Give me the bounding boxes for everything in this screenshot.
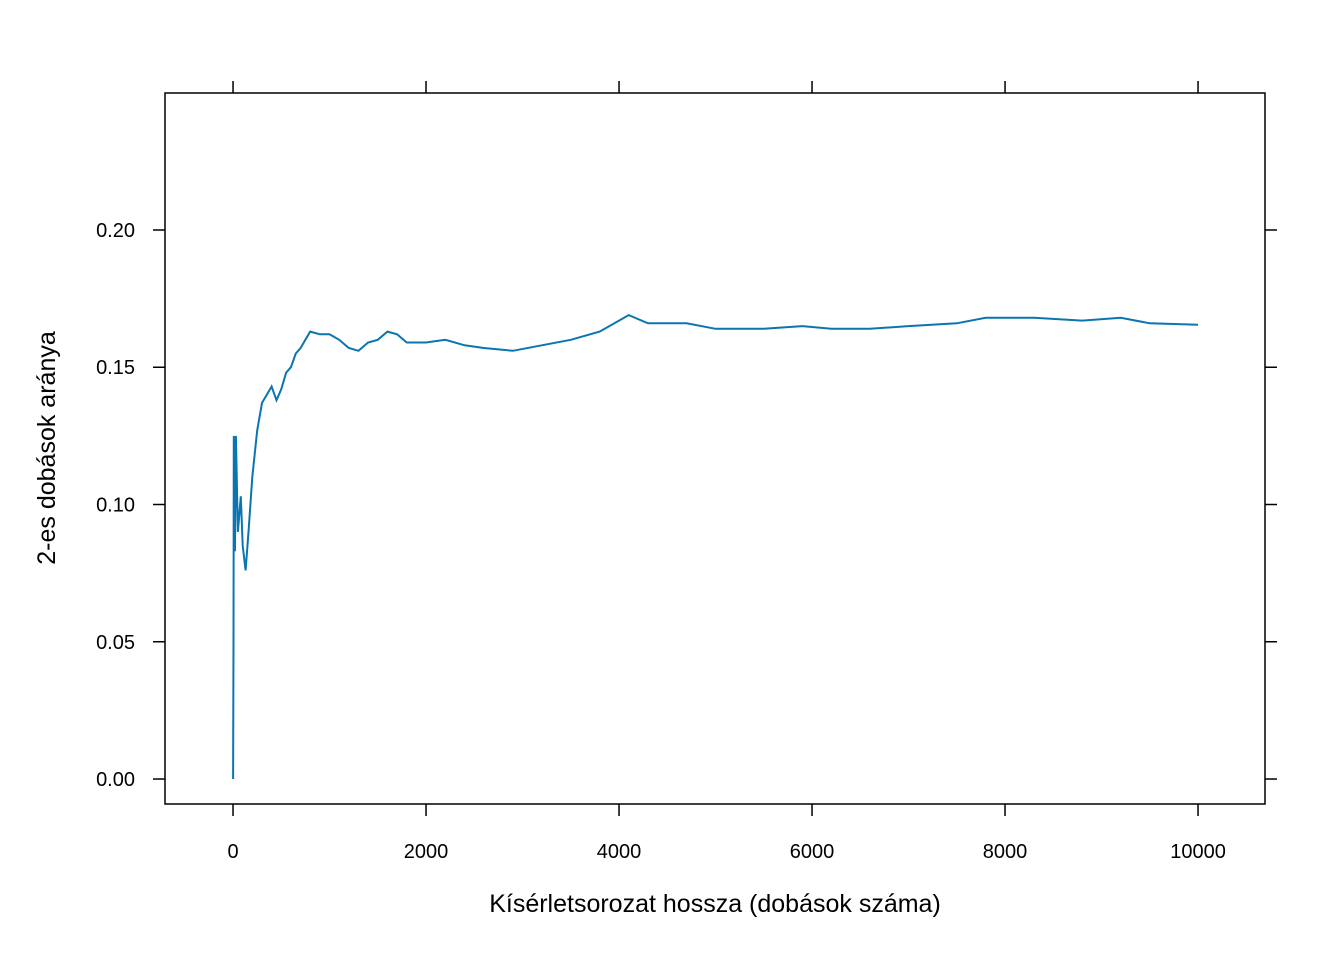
plot-frame (164, 92, 1266, 805)
y-tick-label: 0.15 (96, 357, 135, 379)
x-tick-label: 2000 (404, 841, 449, 863)
x-tick-label: 6000 (790, 841, 835, 863)
x-tick-label: 10000 (1170, 841, 1226, 863)
x-tick-label: 4000 (597, 841, 642, 863)
y-tick-label: 0.20 (96, 220, 135, 242)
x-tick-label: 8000 (983, 841, 1028, 863)
y-tick-label: 0.05 (96, 632, 135, 654)
y-tick-label: 0.00 (96, 769, 135, 791)
x-axis-label: Kísérletsorozat hossza (dobások száma) (489, 890, 941, 918)
data-line (232, 313, 1199, 780)
x-tick-label: 0 (227, 841, 238, 863)
y-tick-label: 0.10 (96, 495, 135, 517)
y-axis-label: 2-es dobások aránya (33, 331, 61, 565)
